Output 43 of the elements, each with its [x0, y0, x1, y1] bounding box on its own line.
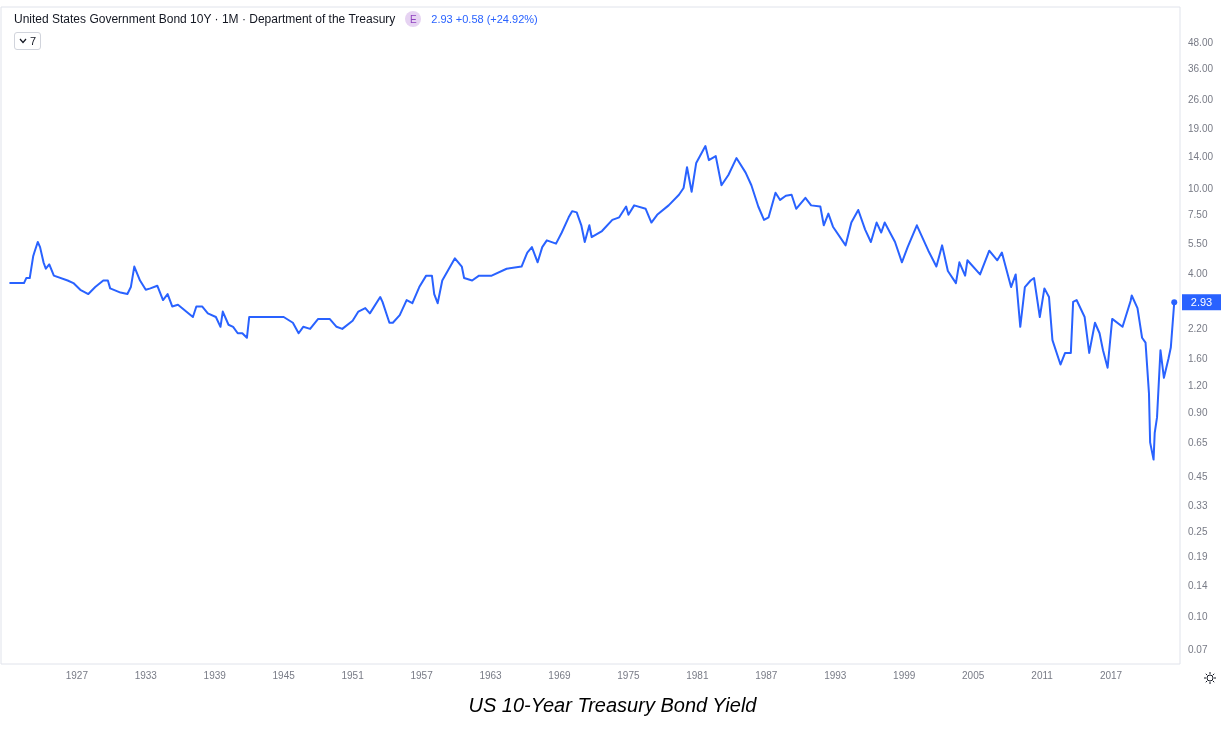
y-tick-label: 7.50	[1188, 209, 1208, 221]
x-tick-label: 1969	[548, 670, 572, 682]
y-tick-label: 0.45	[1188, 471, 1208, 483]
y-tick-label: 19.00	[1188, 122, 1214, 134]
annotation: E	[409, 13, 417, 25]
x-tick-label: 1951	[341, 670, 365, 682]
y-tick-label: 10.00	[1188, 182, 1214, 194]
x-tick-label: 1999	[893, 670, 916, 682]
x-tick-label: 1933	[134, 670, 158, 682]
y-tick-label: 0.65	[1188, 436, 1208, 448]
y-tick-label: 14.00	[1188, 151, 1214, 163]
x-tick-label: 1975	[617, 670, 640, 682]
x-tick-label: 1957	[410, 670, 434, 682]
x-tick-label: 1993	[824, 670, 847, 682]
x-tick-label: 1987	[755, 670, 778, 682]
y-tick-label: 0.90	[1188, 406, 1208, 418]
x-tick-label: 2017	[1099, 670, 1123, 682]
y-tick-label: 0.33	[1188, 499, 1208, 511]
y-tick-label: 0.14	[1188, 579, 1208, 591]
y-tick-label: 0.07	[1188, 644, 1208, 656]
y-tick-label: 1.20	[1188, 379, 1208, 391]
x-tick-label: 2005	[962, 670, 985, 682]
y-tick-label: 4.00	[1188, 267, 1208, 279]
y-tick-label: 2.20	[1188, 323, 1208, 335]
y-tick-label: 5.50	[1188, 238, 1208, 250]
x-tick-label: 1945	[272, 670, 296, 682]
y-tick-label: 48.00	[1188, 36, 1214, 48]
annotation: 2.93 +0.58 (+24.92%)	[431, 13, 538, 25]
y-tick-label: 0.25	[1188, 525, 1208, 537]
y-tick-label: 1.60	[1188, 353, 1208, 365]
y-tick-label: 0.10	[1188, 611, 1208, 623]
x-tick-label: 1963	[479, 670, 503, 682]
y-tick-label: 0.19	[1188, 551, 1208, 563]
y-tick-label: 36.00	[1188, 63, 1214, 75]
text: US 10-Year Treasury Bond Yield	[468, 694, 757, 716]
x-tick-label: 1981	[686, 670, 709, 682]
x-tick-label: 1927	[65, 670, 89, 682]
y-tick-label: 26.00	[1188, 93, 1214, 105]
text: United States Government Bond 10Y · 1M · Department of the Treasury	[14, 12, 396, 26]
x-tick-label: 2011	[1031, 670, 1054, 682]
x-tick-label: 1939	[203, 670, 227, 682]
annotation: 7	[30, 35, 37, 47]
annotation: 2.93	[1190, 296, 1213, 309]
